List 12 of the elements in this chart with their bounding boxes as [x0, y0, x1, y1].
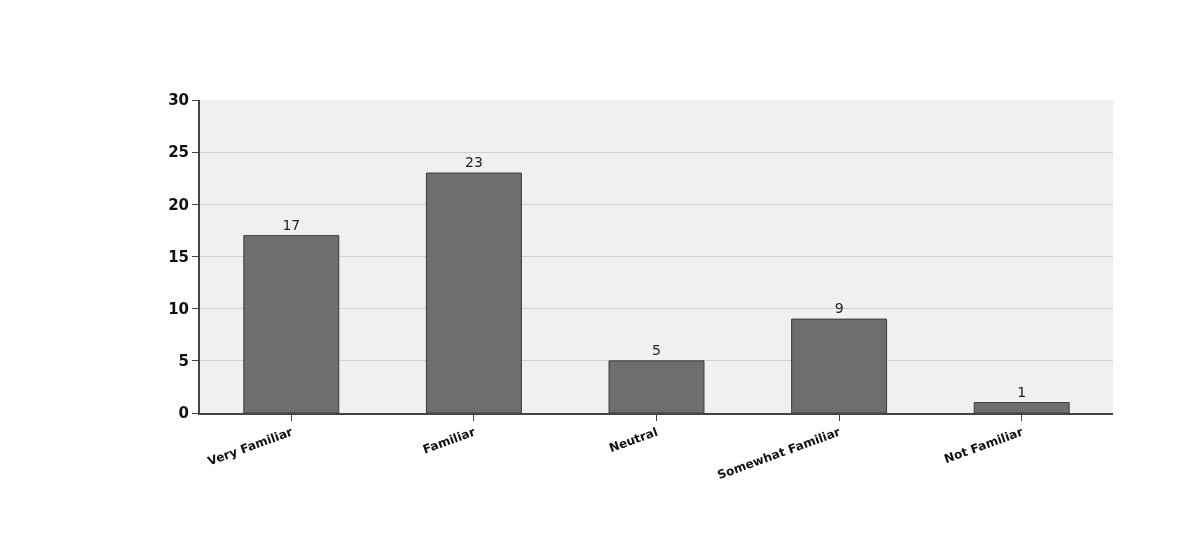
y-tick-label: 20	[168, 195, 189, 214]
data-label: 9	[834, 300, 844, 317]
y-tick-label: 5	[178, 352, 189, 371]
y-tick-label: 30	[168, 91, 189, 110]
data-label: 1	[1017, 383, 1027, 400]
data-label: 23	[464, 154, 483, 171]
y-tick-label: 10	[168, 299, 189, 318]
y-tick-label: 15	[168, 247, 189, 266]
data-label: 5	[652, 341, 661, 358]
data-label: 17	[282, 216, 301, 233]
y-tick-label: 0	[178, 404, 189, 423]
y-tick-label: 25	[168, 143, 189, 162]
